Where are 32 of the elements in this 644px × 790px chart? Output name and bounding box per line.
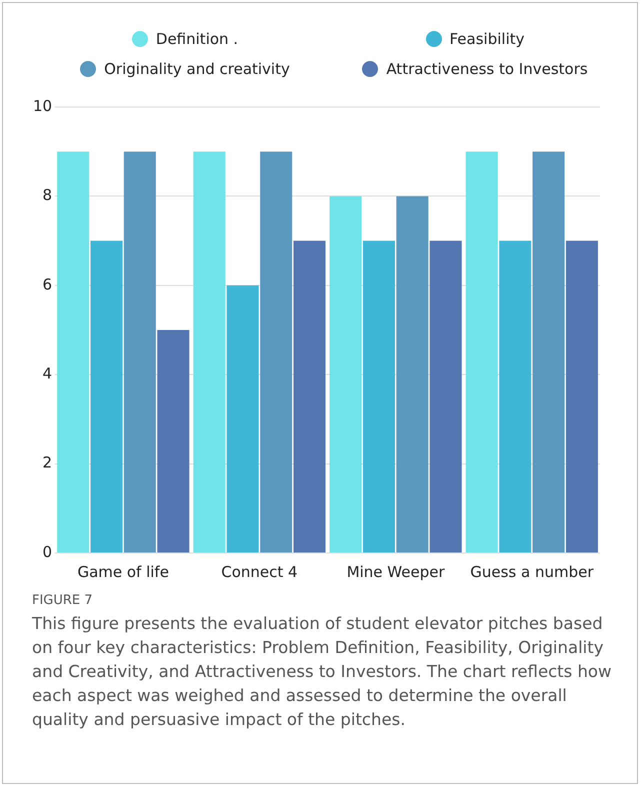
bar [466,152,498,552]
legend-label: Originality and creativity [104,60,290,78]
bar [157,330,190,552]
y-tick-label: 10 [32,96,52,115]
bar [396,196,428,552]
bar [90,240,123,552]
y-tick-label: 8 [42,186,52,204]
y-tick-label: 2 [42,454,52,472]
bar [193,152,226,552]
x-tick-label: Connect 4 [221,562,298,581]
bar [57,152,90,552]
legend-label: Definition . [156,30,238,48]
bar [566,240,598,552]
bar [532,152,565,552]
bar [430,240,462,552]
y-tick-label: 6 [42,275,52,294]
bar [260,152,292,552]
bar [330,196,362,552]
bar [293,240,326,552]
x-tick-label: Game of life [77,562,169,581]
legend-label: Attractiveness to Investors [386,60,588,78]
text: This figure presents the evaluation of student elevator pitches based on four key characteristics: Problem Definition, Feasibility, Originality and Creativity, and Attractiveness to Investors. The chart reflects how each aspect was weighed and assessed to determine the overall quality and persuasive impact of the pitches. [32,613,613,731]
bar [499,240,532,552]
y-tick-label: 4 [42,364,52,382]
bar [124,152,156,552]
bar [362,240,395,552]
bar [226,285,259,552]
legend-label: Feasibility [450,30,524,48]
x-tick-label: Guess a number [470,562,594,581]
caption: FIGURE 7 [32,593,94,608]
y-tick-label: 0 [42,542,52,561]
x-tick-label: Mine Weeper [346,562,446,581]
